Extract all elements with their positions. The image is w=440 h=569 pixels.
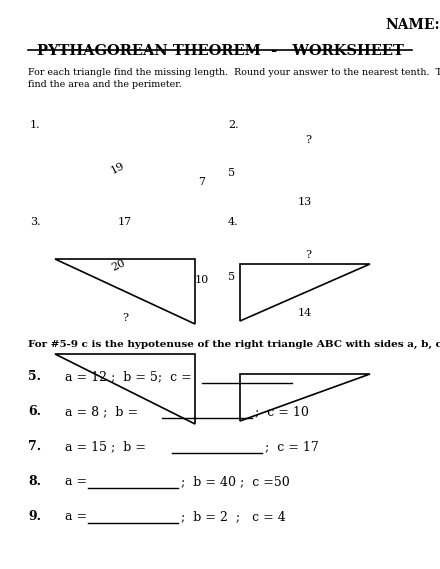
Text: For #5-9 c is the hypotenuse of the right triangle ABC with sides a, b, c: For #5-9 c is the hypotenuse of the righ… xyxy=(28,340,440,349)
Text: a =: a = xyxy=(65,510,91,523)
Text: 6.: 6. xyxy=(28,405,41,418)
Text: 7.: 7. xyxy=(28,440,41,453)
Text: 8.: 8. xyxy=(28,475,41,488)
Text: 13: 13 xyxy=(298,197,312,207)
Text: a =: a = xyxy=(65,475,91,488)
Text: ?: ? xyxy=(305,135,311,145)
Text: ;  c = 17: ; c = 17 xyxy=(265,440,319,453)
Text: 5: 5 xyxy=(228,272,235,282)
Text: 17: 17 xyxy=(118,217,132,227)
Text: a = 15 ;  b =: a = 15 ; b = xyxy=(65,440,146,453)
Text: 19: 19 xyxy=(110,160,127,176)
Text: a = 8 ;  b =: a = 8 ; b = xyxy=(65,405,138,418)
Text: 9.: 9. xyxy=(28,510,41,523)
Text: ;  c = 10: ; c = 10 xyxy=(255,405,309,418)
Text: PYTHAGOREAN THEOREM  -   WORKSHEET: PYTHAGOREAN THEOREM - WORKSHEET xyxy=(37,44,403,58)
Text: ;  b = 40 ;  c =50: ; b = 40 ; c =50 xyxy=(181,475,290,488)
Text: ;  b = 2  ;   c = 4: ; b = 2 ; c = 4 xyxy=(181,510,286,523)
Text: 10: 10 xyxy=(195,275,209,285)
Text: 5.: 5. xyxy=(28,370,41,383)
Text: ?: ? xyxy=(122,313,128,323)
Text: find the area and the perimeter.: find the area and the perimeter. xyxy=(28,80,182,89)
Text: 2.: 2. xyxy=(228,120,238,130)
Text: 4.: 4. xyxy=(228,217,238,227)
Text: 14: 14 xyxy=(298,308,312,318)
Text: 7: 7 xyxy=(198,177,205,187)
Text: ?: ? xyxy=(305,250,311,260)
Text: 5: 5 xyxy=(228,168,235,178)
Text: 20: 20 xyxy=(110,257,127,273)
Text: 3.: 3. xyxy=(30,217,40,227)
Text: a = 12 ;  b = 5;  c =: a = 12 ; b = 5; c = xyxy=(65,370,196,383)
Text: 1.: 1. xyxy=(30,120,40,130)
Text: For each triangle find the missing length.  Round your answer to the nearest ten: For each triangle find the missing lengt… xyxy=(28,68,440,77)
Text: NAME:: NAME: xyxy=(385,18,440,32)
